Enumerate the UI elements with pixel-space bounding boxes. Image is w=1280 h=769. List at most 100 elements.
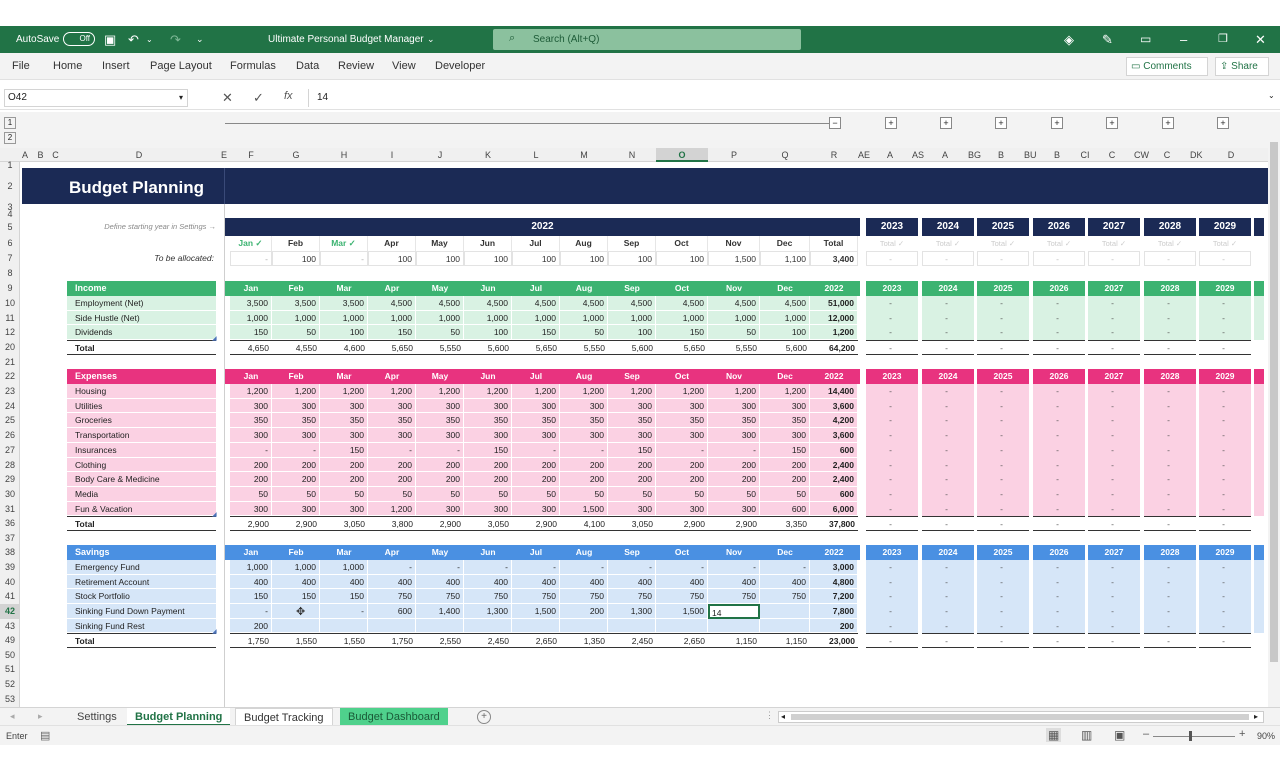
expenses-value-cell[interactable]: 50 xyxy=(464,487,512,502)
column-header[interactable]: CI xyxy=(1080,150,1090,160)
expenses-value-cell[interactable]: 300 xyxy=(708,399,760,413)
expenses-value-cell[interactable]: 350 xyxy=(230,413,272,428)
year-value-cell[interactable]: - xyxy=(1144,443,1196,458)
year-value-cell[interactable]: - xyxy=(1088,384,1140,399)
income-value-cell[interactable]: 4,500 xyxy=(560,296,608,311)
expand-group-icon[interactable]: + xyxy=(885,117,897,129)
savings-value-cell[interactable]: 7,200 xyxy=(810,589,858,604)
income-value-cell[interactable]: 1,000 xyxy=(464,311,512,325)
tab-view[interactable]: View xyxy=(392,60,416,72)
save-icon[interactable]: ▣ xyxy=(104,32,117,47)
year-value-cell[interactable]: - xyxy=(866,296,918,311)
year-value-cell[interactable]: - xyxy=(1088,589,1140,604)
year-allocate-cell[interactable]: - xyxy=(977,251,1029,266)
zoom-slider[interactable] xyxy=(1153,736,1235,737)
expenses-value-cell[interactable]: 300 xyxy=(272,428,320,443)
year-value-cell[interactable]: - xyxy=(1088,311,1140,325)
expenses-value-cell[interactable]: 600 xyxy=(810,443,858,458)
year-allocate-cell[interactable]: - xyxy=(1088,251,1140,266)
income-value-cell[interactable]: 4,500 xyxy=(608,296,656,311)
restore-icon[interactable]: ❐ xyxy=(1218,33,1228,45)
expenses-value-cell[interactable]: 300 xyxy=(512,399,560,413)
savings-value-cell[interactable]: - xyxy=(368,560,416,575)
year-value-cell[interactable]: - xyxy=(866,604,918,619)
year-value-cell[interactable]: - xyxy=(1033,384,1085,399)
savings-value-cell[interactable] xyxy=(512,619,560,633)
savings-value-cell[interactable]: 400 xyxy=(560,575,608,589)
income-value-cell[interactable]: 1,000 xyxy=(708,311,760,325)
year-value-cell[interactable]: - xyxy=(922,604,974,619)
expenses-value-cell[interactable]: 350 xyxy=(320,413,368,428)
autosave-toggle[interactable]: Off xyxy=(63,32,95,46)
year-value-cell[interactable]: - xyxy=(977,619,1029,633)
year-value-cell[interactable]: - xyxy=(1033,399,1085,413)
expenses-value-cell[interactable]: 300 xyxy=(272,399,320,413)
row-header[interactable]: 28 xyxy=(4,460,15,470)
year-value-cell[interactable]: - xyxy=(922,589,974,604)
income-value-cell[interactable]: 4,500 xyxy=(656,296,708,311)
savings-value-cell[interactable]: 1,400 xyxy=(416,604,464,619)
to-allocate-cell[interactable]: 100 xyxy=(512,251,560,266)
income-value-cell[interactable]: 12,000 xyxy=(810,311,858,325)
row-header[interactable]: 21 xyxy=(4,357,15,367)
column-header[interactable]: D xyxy=(1227,150,1235,160)
expenses-value-cell[interactable]: - xyxy=(656,443,708,458)
row-header[interactable]: 53 xyxy=(4,694,15,704)
tab-split-handle[interactable]: ⋮ xyxy=(765,710,774,720)
row-header[interactable]: 25 xyxy=(4,415,15,425)
expenses-value-cell[interactable]: 350 xyxy=(464,413,512,428)
income-table-resize-icon[interactable]: ◢ xyxy=(212,336,217,342)
year-value-cell[interactable]: - xyxy=(1144,458,1196,472)
year-value-cell[interactable]: - xyxy=(977,325,1029,340)
expenses-value-cell[interactable]: - xyxy=(708,443,760,458)
expenses-value-cell[interactable]: 1,200 xyxy=(656,384,708,399)
year-value-cell[interactable]: - xyxy=(1144,325,1196,340)
row-header[interactable]: 4 xyxy=(7,209,13,219)
income-value-cell[interactable]: 1,000 xyxy=(656,311,708,325)
year-value-cell[interactable]: - xyxy=(1144,487,1196,502)
year-value-cell[interactable]: - xyxy=(1088,413,1140,428)
worksheet-grid[interactable]: Budget Planning Define starting year in S… xyxy=(0,0,1268,707)
row-header[interactable]: 40 xyxy=(4,577,15,587)
income-value-cell[interactable]: 100 xyxy=(320,325,368,340)
tab-data[interactable]: Data xyxy=(296,60,320,72)
year-value-cell[interactable]: - xyxy=(1199,487,1251,502)
column-header[interactable]: B xyxy=(1053,150,1060,160)
income-value-cell[interactable]: 1,000 xyxy=(608,311,656,325)
savings-value-cell[interactable]: - xyxy=(760,560,810,575)
income-value-cell[interactable]: 1,000 xyxy=(230,311,272,325)
savings-value-cell[interactable]: 400 xyxy=(230,575,272,589)
year-value-cell[interactable]: - xyxy=(977,384,1029,399)
sheet-tab-budget-dashboard[interactable]: Budget Dashboard xyxy=(340,708,448,726)
expenses-value-cell[interactable]: 200 xyxy=(760,472,810,487)
income-value-cell[interactable]: 4,500 xyxy=(760,296,810,311)
add-sheet-icon[interactable]: + xyxy=(477,710,491,724)
year-value-cell[interactable]: - xyxy=(866,413,918,428)
expenses-value-cell[interactable]: 300 xyxy=(608,428,656,443)
expenses-value-cell[interactable]: 200 xyxy=(608,472,656,487)
page-layout-view-icon[interactable]: ▥ xyxy=(1081,728,1093,742)
year-value-cell[interactable]: - xyxy=(1199,413,1251,428)
expand-group-icon[interactable]: + xyxy=(1106,117,1118,129)
savings-value-cell[interactable]: 750 xyxy=(464,589,512,604)
savings-value-cell[interactable] xyxy=(608,619,656,633)
year-value-cell[interactable]: - xyxy=(922,428,974,443)
row-header[interactable]: 7 xyxy=(7,253,13,263)
expenses-value-cell[interactable]: 350 xyxy=(708,413,760,428)
expenses-value-cell[interactable]: 50 xyxy=(656,487,708,502)
column-header[interactable]: E xyxy=(220,150,227,160)
row-header[interactable]: 41 xyxy=(4,591,15,601)
expenses-value-cell[interactable]: 200 xyxy=(416,458,464,472)
row-header[interactable]: 8 xyxy=(7,268,13,278)
expenses-value-cell[interactable]: 6,000 xyxy=(810,502,858,516)
year-value-cell[interactable]: - xyxy=(1088,472,1140,487)
year-allocate-cell[interactable]: - xyxy=(922,251,974,266)
expenses-value-cell[interactable]: 200 xyxy=(708,472,760,487)
row-header[interactable]: 51 xyxy=(4,664,15,674)
year-value-cell[interactable]: - xyxy=(1088,487,1140,502)
income-row-label[interactable]: Employment (Net) xyxy=(67,296,216,311)
savings-row-label[interactable]: Retirement Account xyxy=(67,575,216,589)
expenses-row-label[interactable]: Utilities xyxy=(67,399,216,413)
year-value-cell[interactable]: - xyxy=(866,458,918,472)
expenses-value-cell[interactable]: 150 xyxy=(464,443,512,458)
